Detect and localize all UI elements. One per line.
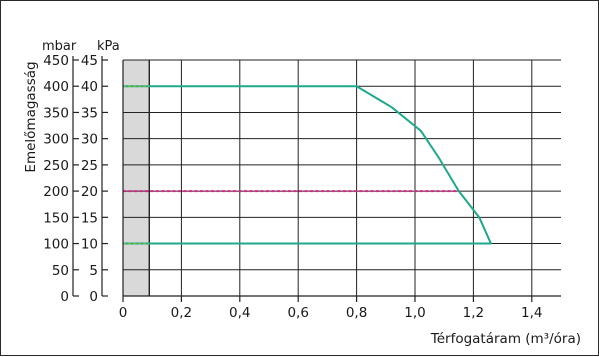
x-tick-label: 1,2 <box>463 305 484 321</box>
y-tick-label-kpa: 35 <box>81 105 98 121</box>
y-tick-label-mbar: 100 <box>43 237 69 253</box>
y-tick-label-mbar: 400 <box>43 79 69 95</box>
y-tick-label-kpa: 15 <box>81 210 98 226</box>
x-tick-label: 1,0 <box>404 305 425 321</box>
x-tick-label: 0,4 <box>229 305 250 321</box>
x-tick-label: 1,4 <box>521 305 542 321</box>
x-tick-label: 0,2 <box>171 305 192 321</box>
y-tick-label-kpa: 0 <box>89 289 98 305</box>
y-tick-label-mbar: 250 <box>43 158 69 174</box>
x-tick-label: 0,8 <box>346 305 367 321</box>
y-tick-label-mbar: 300 <box>43 132 69 148</box>
y-tick-label-mbar: 50 <box>52 263 69 279</box>
y-tick-label-kpa: 5 <box>89 263 98 279</box>
y-tick-label-kpa: 25 <box>81 158 98 174</box>
y-axis-title: Emelőmagasság <box>23 61 39 172</box>
y-tick-label-mbar: 0 <box>60 289 69 305</box>
y-tick-label-kpa: 10 <box>81 237 98 253</box>
y-tick-label-mbar: 350 <box>43 105 69 121</box>
y-unit-right-label: kPa <box>97 39 120 54</box>
y-tick-label-kpa: 20 <box>81 184 98 200</box>
y-tick-label-kpa: 40 <box>81 79 98 95</box>
y-tick-label-mbar: 200 <box>43 184 69 200</box>
y-tick-label-kpa: 45 <box>81 53 98 69</box>
y-tick-label-mbar: 450 <box>43 53 69 69</box>
y-tick-label-mbar: 150 <box>43 210 69 226</box>
x-axis-title: Térfogatáram (m³/óra) <box>430 331 581 347</box>
shaded-region <box>123 60 150 296</box>
y-unit-left-label: mbar <box>42 39 77 54</box>
y-tick-label-kpa: 30 <box>81 132 98 148</box>
pump-curve-line <box>123 85 492 245</box>
x-tick-label: 0,6 <box>287 305 308 321</box>
x-tick-label: 0 <box>119 305 128 321</box>
